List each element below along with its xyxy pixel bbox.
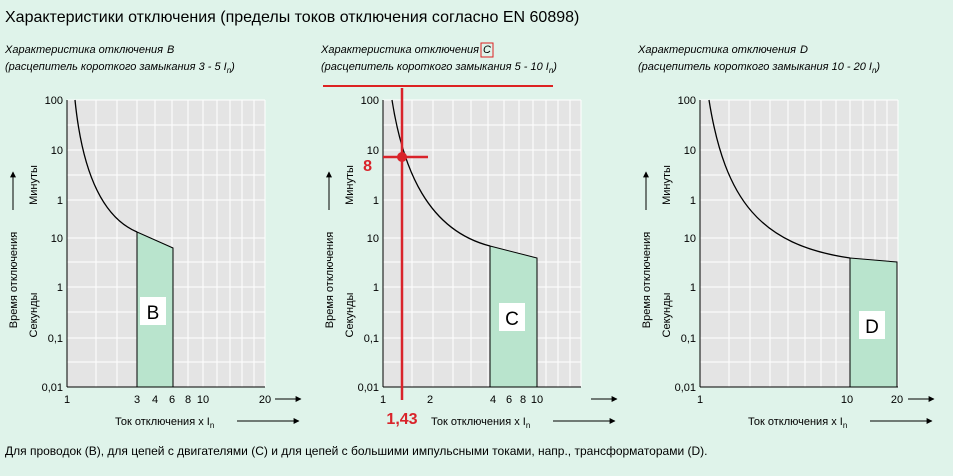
y-tick-label: 0,1 — [48, 333, 63, 345]
zone-letter: D — [865, 317, 879, 338]
x-tick-label: 1 — [697, 394, 703, 406]
y-tick-label: 10 — [51, 145, 63, 157]
x-title-index: n — [210, 421, 214, 430]
range-suffix: ) — [229, 61, 235, 73]
heading-text: Характеристика отключения — [637, 44, 796, 56]
x-title-text: Ток отключения x I — [431, 416, 526, 428]
y-tick-label: 100 — [678, 95, 696, 107]
x-tick-label: 4 — [152, 394, 158, 406]
range-text: (расцепитель короткого замыкания 3 - 5 I — [5, 61, 227, 73]
y-tick-label: 0,01 — [675, 382, 696, 394]
x-axis-title: Ток отключения x In — [431, 416, 530, 430]
panel: Характеристика отключения C (расцепитель к… — [320, 42, 618, 430]
page-title: Характеристики отключения (пределы токов… — [5, 9, 579, 26]
x-tick-label: 10 — [531, 394, 543, 406]
y-tick-label: 10 — [367, 145, 379, 157]
panel-range: (расцепитель короткого замыкания 10 - 20… — [638, 61, 880, 75]
y-tick-label: 1 — [690, 282, 696, 294]
letter-box — [859, 311, 885, 339]
trip-curve — [74, 99, 138, 233]
y-axis-title: Время отключения — [641, 232, 653, 328]
range-index: n — [872, 66, 877, 75]
y-tick-label: 0,01 — [358, 382, 379, 394]
reading-point — [397, 152, 407, 162]
range-index: n — [549, 66, 554, 75]
range-suffix: ) — [551, 61, 557, 73]
y-seconds: Секунды — [661, 292, 673, 337]
panel-heading: Характеристика отключения D — [637, 44, 808, 56]
x-tick-label: 10 — [197, 394, 209, 406]
trip-curve — [708, 99, 851, 259]
x-tick-label: 8 — [520, 394, 526, 406]
x-tick-label: 6 — [169, 394, 175, 406]
zone-letter: C — [505, 309, 519, 330]
zone-letter: B — [147, 303, 160, 324]
x-title-index: n — [843, 421, 847, 430]
x-tick-label: 1 — [380, 394, 386, 406]
reading-y-value: 8 — [363, 158, 372, 175]
x-title-text: Ток отключения x I — [115, 416, 210, 428]
y-minutes: Минуты — [28, 165, 40, 205]
heading-text: Характеристика отключения — [4, 44, 163, 56]
y-axis-title: Время отключения — [8, 232, 20, 328]
y-tick-label: 0,1 — [681, 333, 696, 345]
x-axis-title: Ток отключения x In — [748, 416, 847, 430]
y-tick-label: 10 — [367, 233, 379, 245]
heading-letter: D — [800, 44, 808, 56]
x-axis-title: Ток отключения x In — [115, 416, 214, 430]
heading-letter: C — [483, 44, 491, 56]
x-tick-label: 6 — [506, 394, 512, 406]
panel-heading: Характеристика отключения B — [4, 44, 174, 56]
y-minutes: Минуты — [344, 165, 356, 205]
x-tick-label: 20 — [259, 394, 271, 406]
highlight-box — [480, 42, 494, 58]
range-suffix: ) — [874, 61, 880, 73]
y-tick-label: 1 — [373, 195, 379, 207]
y-tick-label: 0,1 — [364, 333, 379, 345]
x-tick-label: 3 — [134, 394, 140, 406]
y-tick-label: 1 — [373, 282, 379, 294]
reading-x-value: 1,43 — [386, 411, 417, 428]
y-tick-label: 0,01 — [42, 382, 63, 394]
x-tick-label: 4 — [490, 394, 496, 406]
x-tick-label: 10 — [841, 394, 853, 406]
y-tick-label: 1 — [690, 195, 696, 207]
x-tick-label: 8 — [185, 394, 191, 406]
panel-range: (расцепитель короткого замыкания 5 - 10 … — [321, 61, 557, 75]
panel-range: (расцепитель короткого замыкания 3 - 5 I… — [5, 61, 235, 75]
x-title-text: Ток отключения x I — [748, 416, 843, 428]
x-tick-label: 2 — [427, 394, 433, 406]
range-text: (расцепитель короткого замыкания 10 - 20… — [638, 61, 872, 73]
y-tick-label: 10 — [684, 145, 696, 157]
panel-heading: Характеристика отключения C — [320, 44, 491, 56]
y-tick-label: 10 — [51, 233, 63, 245]
panel: Характеристика отключения D (расцепитель к… — [637, 44, 935, 430]
y-tick-label: 1 — [57, 282, 63, 294]
range-text: (расцепитель короткого замыкания 5 - 10 … — [321, 61, 549, 73]
y-seconds: Секунды — [344, 292, 356, 337]
range-index: n — [227, 66, 232, 75]
footer: Для проводок (B), для цепей с двигателям… — [5, 444, 708, 458]
letter-box — [140, 297, 166, 325]
y-minutes: Минуты — [661, 165, 673, 205]
x-title-index: n — [526, 421, 530, 430]
x-tick-label: 20 — [891, 394, 903, 406]
panels: Характеристика отключения B (расцепитель к… — [4, 42, 935, 430]
letter-box — [499, 303, 525, 331]
y-axis-title: Время отключения — [324, 232, 336, 328]
heading-text: Характеристика отключения — [320, 44, 479, 56]
y-tick-label: 100 — [361, 95, 379, 107]
x-tick-label: 1 — [64, 394, 70, 406]
trip-curve — [391, 99, 491, 247]
y-tick-label: 1 — [57, 195, 63, 207]
y-tick-label: 100 — [45, 95, 63, 107]
heading-letter: B — [167, 44, 174, 56]
panel: Характеристика отключения B (расцепитель к… — [4, 44, 302, 430]
y-seconds: Секунды — [28, 292, 40, 337]
y-tick-label: 10 — [684, 233, 696, 245]
